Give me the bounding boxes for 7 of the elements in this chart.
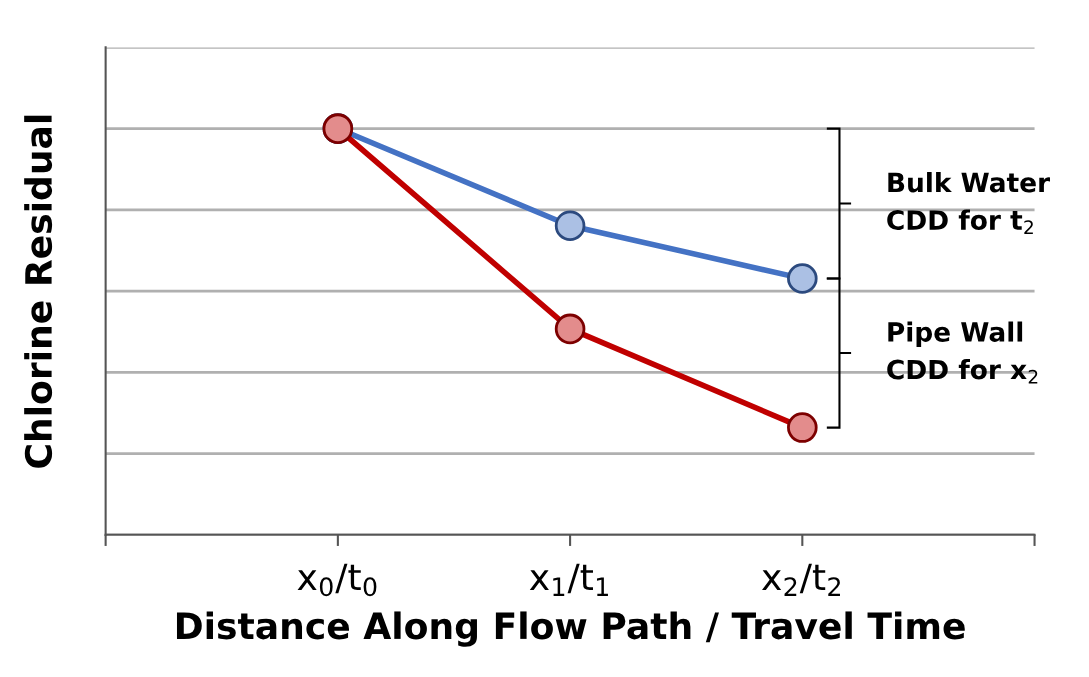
annotation: Bulk Water CDD for t$_{2}$ — [887, 172, 1051, 234]
annotation: Pipe Wall CDD for x$_{2}$ — [887, 321, 1038, 384]
x-tick-label: x$_{0}$/t$_{0}$ — [297, 563, 377, 597]
x-tick-label: x$_{1}$/t$_{1}$ — [529, 563, 608, 596]
y-axis-title: Chlorine Residual — [24, 115, 53, 468]
x-tick-label: x$_{2}$/t$_{2}$ — [762, 563, 840, 596]
x-axis-title: Distance Along Flow Path / Travel Time — [176, 611, 965, 647]
